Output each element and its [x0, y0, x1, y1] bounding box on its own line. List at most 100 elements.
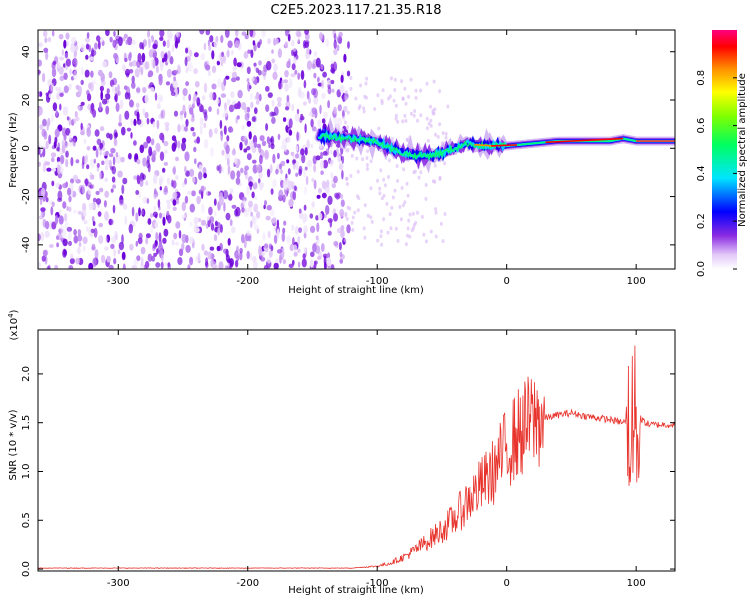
spectrogram-heatmap	[38, 30, 675, 269]
heatmap-speckle	[337, 104, 342, 112]
heatmap-speckle	[254, 224, 259, 231]
heatmap-speckle	[337, 155, 341, 163]
heatmap-speckle	[321, 192, 327, 199]
heatmap-speckle	[184, 125, 188, 132]
heatmap-speckle	[405, 137, 409, 142]
heatmap-speckle	[112, 204, 116, 214]
heatmap-speckle	[231, 149, 236, 156]
heatmap-speckle	[345, 182, 349, 186]
heatmap-speckle	[253, 203, 259, 213]
heatmap-speckle	[230, 127, 234, 133]
heatmap-speckle	[438, 175, 442, 180]
heatmap-speckle	[131, 265, 137, 269]
heatmap-speckle	[65, 150, 69, 158]
heatmap-speckle	[192, 131, 196, 137]
heatmap-speckle	[250, 49, 254, 58]
heatmap-speckle	[272, 217, 277, 226]
heatmap-speckle	[205, 64, 211, 71]
heatmap-speckle	[139, 144, 145, 154]
heatmap-speckle	[277, 133, 281, 140]
heatmap-speckle	[153, 205, 157, 211]
heatmap-speckle	[190, 127, 195, 132]
heatmap-speckle	[306, 47, 310, 55]
heatmap-speckle	[247, 82, 251, 92]
heatmap-speckle	[422, 232, 426, 237]
heatmap-speckle	[426, 138, 430, 143]
heatmap-speckle	[184, 165, 187, 174]
heatmap-speckle	[90, 102, 95, 112]
heatmap-speckle	[313, 88, 318, 99]
heatmap-speckle	[130, 132, 133, 139]
heatmap-speckle	[55, 86, 59, 92]
heatmap-speckle	[144, 260, 150, 269]
x-tick-label: -300	[107, 578, 130, 589]
heatmap-speckle	[111, 84, 115, 94]
colorbar-tick-label: 0.8	[696, 70, 707, 86]
heatmap-speckle	[157, 93, 162, 103]
heatmap-speckle	[209, 35, 214, 43]
heatmap-speckle	[201, 243, 205, 251]
heatmap-speckle	[343, 53, 347, 63]
x-tick-label: -200	[236, 578, 259, 589]
heatmap-speckle	[63, 72, 68, 81]
heatmap-speckle	[401, 96, 405, 101]
heatmap-speckle	[38, 59, 42, 67]
heatmap-speckle	[154, 221, 159, 229]
heatmap-speckle	[320, 151, 323, 160]
heatmap-speckle	[72, 59, 77, 65]
heatmap-speckle	[438, 89, 442, 94]
heatmap-speckle	[356, 169, 360, 174]
heatmap-speckle	[89, 56, 95, 61]
heatmap-speckle	[344, 90, 348, 95]
heatmap-speckle	[90, 184, 95, 189]
heatmap-speckle	[220, 35, 224, 43]
heatmap-speckle	[109, 38, 113, 43]
heatmap-speckle	[157, 199, 161, 208]
heatmap-speckle	[408, 234, 412, 239]
heatmap-speckle	[104, 211, 109, 221]
heatmap-speckle	[327, 100, 330, 109]
heatmap-speckle	[70, 43, 75, 53]
heatmap-speckle	[424, 196, 428, 201]
heatmap-speckle	[139, 42, 143, 50]
heatmap-speckle	[242, 124, 245, 131]
heatmap-speckle	[59, 92, 64, 98]
heatmap-speckle	[315, 155, 321, 161]
heatmap-speckle	[94, 42, 98, 50]
heatmap-speckle	[189, 236, 194, 244]
heatmap-speckle	[271, 49, 274, 54]
heatmap-speckle	[108, 264, 114, 269]
heatmap-speckle	[308, 96, 312, 104]
heatmap-speckle	[110, 147, 116, 154]
heatmap-speckle	[226, 98, 231, 106]
heatmap-speckle	[167, 202, 171, 210]
heatmap-speckle	[318, 212, 323, 221]
heatmap-speckle	[118, 241, 125, 251]
heatmap-speckle	[55, 110, 58, 117]
heatmap-speckle	[45, 197, 49, 203]
heatmap-speckle	[333, 48, 338, 56]
heatmap-speckle	[184, 151, 190, 162]
heatmap-speckle	[325, 38, 329, 47]
heatmap-speckle	[266, 168, 271, 178]
heatmap-speckle	[124, 110, 130, 120]
heatmap-speckle	[119, 199, 124, 206]
heatmap-speckle	[118, 121, 122, 127]
heatmap-speckle	[68, 265, 74, 269]
heatmap-speckle	[126, 72, 130, 78]
heatmap-speckle	[287, 33, 291, 42]
heatmap-speckle	[90, 228, 95, 234]
heatmap-speckle	[216, 98, 220, 104]
spectrogram-x-ticks: -300 -200 -100 0 100	[107, 30, 646, 287]
heatmap-speckle	[196, 195, 201, 205]
heatmap-speckle	[95, 198, 102, 205]
heatmap-speckle	[303, 167, 306, 178]
heatmap-speckle	[104, 177, 108, 182]
heatmap-speckle	[345, 217, 349, 221]
heatmap-speckle	[106, 88, 110, 94]
heatmap-speckle	[80, 79, 84, 86]
heatmap-speckle	[106, 255, 111, 263]
heatmap-speckle	[146, 118, 150, 125]
heatmap-speckle	[197, 252, 201, 261]
